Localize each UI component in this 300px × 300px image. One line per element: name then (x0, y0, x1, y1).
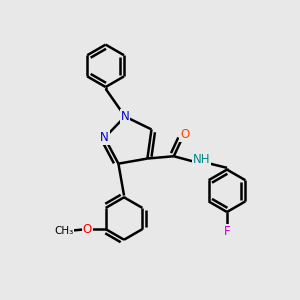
Text: NH: NH (193, 153, 210, 166)
Text: N: N (100, 131, 109, 144)
Text: CH₃: CH₃ (54, 226, 74, 236)
Text: F: F (224, 225, 231, 238)
Text: O: O (180, 128, 190, 141)
Text: O: O (83, 223, 92, 236)
Text: N: N (121, 110, 129, 123)
